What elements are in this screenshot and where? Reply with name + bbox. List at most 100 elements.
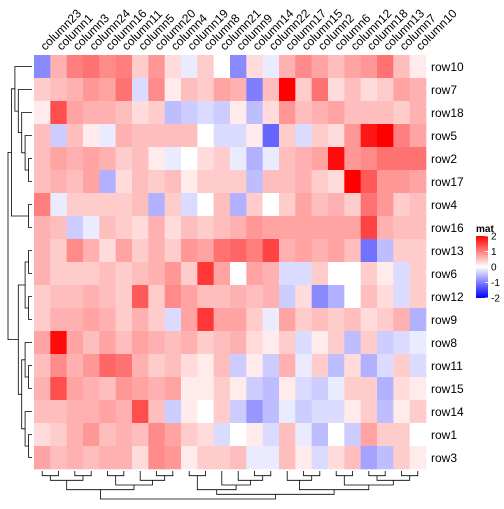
heatmap-cell	[115, 377, 133, 401]
heatmap-cell	[409, 78, 427, 102]
heatmap-cell	[360, 193, 378, 217]
heatmap-cell	[197, 354, 214, 378]
heatmap-cell	[83, 285, 100, 309]
heatmap-cell	[115, 101, 133, 125]
heatmap-cell	[66, 101, 84, 125]
heatmap-cell	[311, 55, 329, 79]
heatmap-cell	[213, 170, 231, 194]
heatmap-cell	[181, 147, 198, 171]
heatmap-cell	[164, 55, 182, 79]
heatmap-cell	[83, 193, 100, 217]
heatmap-cell	[311, 354, 329, 378]
heatmap-cell	[344, 216, 361, 240]
heatmap-cell	[328, 308, 345, 332]
row-label: row6	[431, 267, 457, 281]
heatmap-cell	[344, 124, 361, 148]
heatmap-cell	[34, 331, 51, 355]
row-label: row11	[431, 359, 463, 373]
heatmap-cell	[377, 78, 394, 102]
dendrogram-branch	[254, 471, 272, 477]
heatmap-cell	[83, 101, 100, 125]
heatmap-cell	[50, 147, 67, 171]
dendrogram-branch	[11, 88, 29, 217]
heatmap-cell	[83, 400, 100, 424]
dendrogram-branch	[196, 475, 237, 491]
heatmap-cell	[262, 78, 280, 102]
heatmap-cell	[66, 446, 84, 470]
heatmap-cell	[328, 193, 345, 217]
heatmap-cell	[360, 308, 378, 332]
heatmap-cell	[50, 354, 67, 378]
heatmap-cell	[50, 400, 67, 424]
heatmap-cell	[34, 423, 51, 447]
heatmap-cell	[295, 262, 312, 286]
heatmap-cell	[279, 55, 296, 79]
heatmap-cell	[197, 262, 214, 286]
heatmap-cell	[409, 308, 427, 332]
heatmap-cell	[115, 308, 133, 332]
heatmap-cell	[262, 170, 280, 194]
heatmap-cell	[66, 239, 84, 263]
heatmap-cell	[230, 423, 247, 447]
heatmap-cell	[344, 147, 361, 171]
heatmap-cell	[377, 308, 394, 332]
heatmap-cell	[360, 147, 378, 171]
dendrogram-branch	[21, 359, 26, 430]
heatmap-cell	[115, 285, 133, 309]
heatmap-cell	[99, 147, 116, 171]
heatmap-cell	[328, 124, 345, 148]
heatmap-cell	[230, 124, 247, 148]
column-dendrogram	[41, 471, 419, 500]
heatmap-cell	[34, 101, 51, 125]
heatmap-cell	[328, 55, 345, 79]
heatmap-cell	[409, 262, 427, 286]
heatmap-cell	[230, 101, 247, 125]
heatmap-cell	[409, 285, 427, 309]
heatmap-cell	[132, 78, 149, 102]
row-label: row7	[431, 83, 457, 97]
heatmap-cell	[311, 216, 329, 240]
heatmap-cell	[279, 78, 296, 102]
heatmap-cell	[311, 239, 329, 263]
heatmap-cell	[409, 170, 427, 194]
dendrogram-branch	[401, 471, 419, 477]
heatmap-cell	[377, 170, 394, 194]
heatmap-cell	[50, 193, 67, 217]
heatmap-cell	[279, 101, 296, 125]
heatmap-cell	[197, 446, 214, 470]
heatmap-cell	[50, 55, 67, 79]
heatmap-cell	[132, 308, 149, 332]
heatmap-cell	[393, 354, 410, 378]
heatmap-cell	[262, 216, 280, 240]
heatmap-cell	[164, 331, 182, 355]
heatmap-cell	[328, 170, 345, 194]
heatmap-cell	[393, 101, 410, 125]
heatmap-cell	[246, 423, 263, 447]
heatmap-cell	[311, 446, 329, 470]
heatmap-cell	[164, 193, 182, 217]
heatmap-cell	[246, 170, 263, 194]
heatmap-cell	[246, 262, 263, 286]
heatmap-cell	[115, 239, 133, 263]
heatmap-cell	[34, 124, 51, 148]
heatmap-cell	[377, 216, 394, 240]
heatmap-cell	[262, 193, 280, 217]
heatmap-cell	[246, 308, 263, 332]
heatmap-cell	[66, 170, 84, 194]
heatmap-cell	[311, 147, 329, 171]
heatmap-cell	[311, 423, 329, 447]
heatmap-cell	[360, 78, 378, 102]
heatmap-cell	[66, 423, 84, 447]
heatmap-cell	[34, 78, 51, 102]
heatmap-cell	[66, 285, 84, 309]
heatmap-cell	[409, 193, 427, 217]
heatmap-cell	[311, 78, 329, 102]
heatmap-cell	[279, 216, 296, 240]
heatmap-cell	[295, 377, 312, 401]
heatmap-cell	[99, 101, 116, 125]
heatmap-cell	[50, 377, 67, 401]
heatmap-cell	[295, 216, 312, 240]
dendrogram-branch	[335, 471, 353, 477]
heatmap-cell	[295, 147, 312, 171]
heatmap-cell	[50, 124, 67, 148]
